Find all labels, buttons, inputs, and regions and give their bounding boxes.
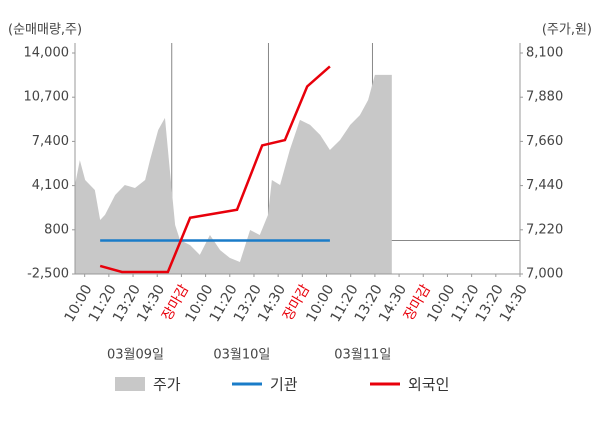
- y-tick-label: -2,500: [27, 267, 69, 282]
- price-area: [75, 74, 392, 274]
- y2-tick-label: 7,000: [526, 267, 563, 282]
- y2-tick-label: 7,440: [526, 178, 563, 193]
- date-label: 03월09일: [107, 348, 164, 363]
- date-label: 03월11일: [334, 348, 391, 363]
- y2-tick-label: 7,880: [526, 90, 563, 105]
- y-tick-label: 800: [44, 222, 69, 237]
- legend-label: 외국인: [408, 376, 449, 394]
- legend-label: 기관: [270, 376, 298, 394]
- y-tick-label: 4,100: [32, 178, 69, 193]
- y-tick-label: 10,700: [24, 90, 70, 105]
- legend-swatch: [115, 377, 145, 391]
- y2-tick-label: 8,100: [526, 46, 563, 61]
- date-label: 03월10일: [213, 348, 270, 363]
- y2-axis-title: (주가,원): [542, 23, 592, 38]
- y-axis-title: (순매매량,주): [8, 23, 82, 38]
- legend-label: 주가: [153, 376, 181, 394]
- y-tick-label: 7,400: [32, 134, 69, 149]
- y2-tick-label: 7,660: [526, 134, 563, 149]
- y-tick-label: 14,000: [24, 46, 70, 61]
- y2-tick-label: 7,220: [526, 222, 563, 237]
- series-line: [99, 65, 331, 274]
